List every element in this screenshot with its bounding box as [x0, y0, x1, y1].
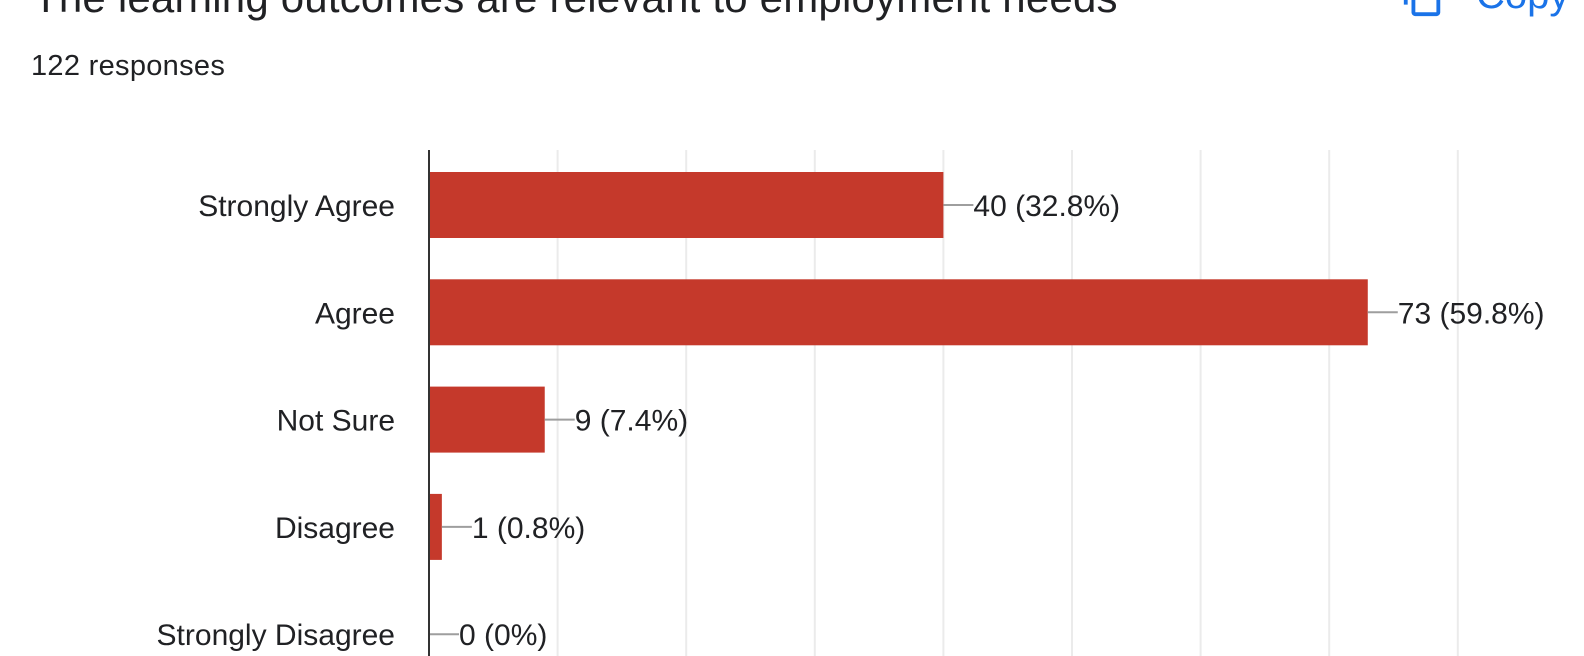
- category-label: Agree: [315, 297, 395, 330]
- copy-label: Copy: [1476, 0, 1569, 18]
- data-label: 9 (7.4%): [575, 405, 688, 438]
- category-label: Strongly Disagree: [157, 619, 395, 652]
- data-label: 1 (0.8%): [472, 512, 585, 545]
- data-label: 73 (59.8%): [1398, 297, 1545, 330]
- bars: [429, 172, 1368, 560]
- response-count: 122 responses: [31, 50, 226, 82]
- bar: [429, 493, 442, 560]
- bar: [429, 172, 944, 238]
- question-title: The learning outcomes are relevant to em…: [33, 0, 1118, 22]
- leader-lines: [429, 204, 1398, 636]
- category-labels: Strongly Agree Agree Not Sure Disagree Stron…: [157, 190, 395, 652]
- data-label: 0 (0%): [459, 619, 547, 652]
- category-label: Not Sure: [277, 405, 395, 438]
- bar: [429, 279, 1368, 346]
- data-labels: 40 (32.8%) 73 (59.8%) 9 (7.4%) 1 (0.8%) 0 (0…: [459, 190, 1545, 652]
- copy-icon: [1403, 0, 1441, 17]
- data-label: 40 (32.8%): [973, 190, 1120, 223]
- bar: [429, 386, 545, 453]
- category-label: Strongly Agree: [198, 190, 395, 223]
- category-label: Disagree: [275, 512, 395, 545]
- copy-chart-button[interactable]: Copy: [1400, 0, 1569, 20]
